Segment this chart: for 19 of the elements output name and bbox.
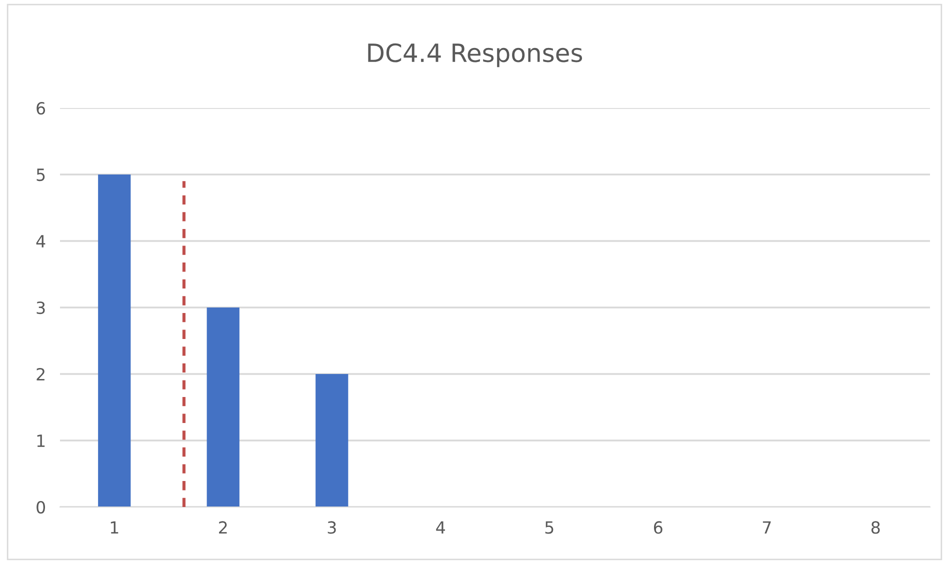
y-tick-label: 2 <box>36 368 44 380</box>
y-tick-label: 0 <box>36 500 46 514</box>
y-tick-label: 6 <box>36 102 46 115</box>
x-tick-label: 6 <box>654 521 662 534</box>
x-tick-label: 5 <box>545 521 554 534</box>
x-tick-label: 2 <box>219 521 227 534</box>
chart-title: DC4.4 Responses <box>368 43 582 68</box>
bar <box>316 374 348 507</box>
y-tick-label: 5 <box>36 168 45 182</box>
x-tick-label: 8 <box>871 521 880 534</box>
y-tick-label: 1 <box>37 434 45 447</box>
x-tick-label: 3 <box>328 521 336 534</box>
bar <box>98 174 131 507</box>
y-tick-label: 3 <box>36 301 45 314</box>
x-tick-label: 1 <box>110 521 118 534</box>
x-tick-label: 4 <box>436 521 445 534</box>
x-tick-label: 7 <box>762 521 771 534</box>
bar <box>206 308 240 507</box>
y-tick-label: 4 <box>36 235 46 248</box>
